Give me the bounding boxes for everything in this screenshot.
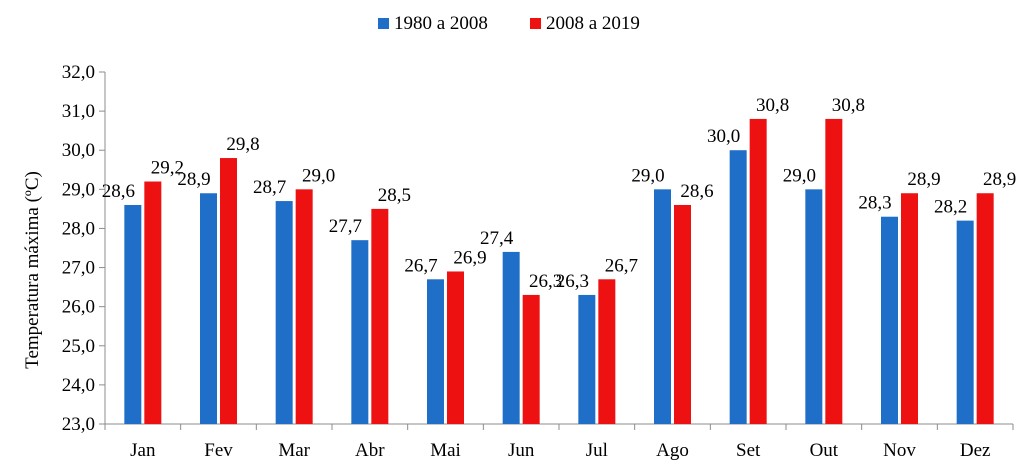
y-tick-label: 32,0 [62, 62, 95, 83]
y-tick-label: 26,0 [62, 297, 95, 318]
x-tick-label: Jul [586, 440, 608, 461]
bar-series1 [881, 216, 898, 424]
bar-series2 [749, 118, 767, 424]
x-tick-label: Abr [355, 440, 385, 461]
bar-series1 [427, 279, 444, 424]
bar-series2 [825, 118, 843, 424]
x-axis: Jan Fev Mar Abr Mai Jun Jul Ago Set Out Nov Dez [104, 423, 1014, 461]
data-label: 28,7 [253, 177, 286, 198]
data-label: 28,3 [858, 193, 891, 214]
bar-series1 [578, 294, 596, 424]
data-label: 29,0 [631, 165, 664, 186]
data-label: 29,8 [226, 134, 259, 155]
data-label: 28,9 [907, 169, 940, 190]
bar-series2 [522, 294, 540, 424]
bar-series1 [654, 189, 671, 424]
data-label: 28,5 [378, 185, 411, 206]
legend-swatch-2 [530, 18, 541, 29]
bar-series1 [956, 220, 974, 424]
data-label: 26,3 [556, 271, 589, 292]
y-tick-label: 31,0 [62, 101, 95, 122]
data-label: 29,0 [783, 165, 816, 186]
bar-series2 [220, 158, 237, 425]
data-label: 30,0 [707, 126, 740, 147]
y-tick-label: 28,0 [62, 218, 95, 239]
bar-series2 [371, 208, 389, 424]
data-label: 26,9 [453, 247, 486, 268]
legend-label-2: 2008 a 2019 [546, 13, 640, 34]
bar-series1 [805, 189, 823, 424]
bar-series2 [901, 193, 918, 424]
data-label: 28,6 [680, 181, 713, 202]
data-label: 28,9 [983, 169, 1016, 190]
y-tick-label: 27,0 [62, 258, 95, 279]
y-tick-label: 25,0 [62, 336, 95, 357]
bar-series2 [598, 279, 616, 424]
y-axis: 23,0 24,0 25,0 26,0 27,0 28,0 29,0 30,0 31,0 32,0 [62, 62, 106, 435]
y-tick-label: 29,0 [62, 179, 95, 200]
bar-series2 [674, 204, 691, 424]
data-label: 26,3 [529, 271, 562, 292]
data-label: 29,2 [151, 158, 184, 179]
bar-series1 [502, 251, 520, 424]
data-label: 27,4 [480, 228, 514, 249]
legend: 1980 a 2008 2008 a 2019 [378, 13, 640, 34]
data-label: 28,2 [934, 197, 967, 218]
data-labels: 28,629,228,929,828,729,027,728,526,7 26,9… [102, 95, 1017, 292]
data-label: 28,6 [102, 181, 135, 202]
bar-series1 [729, 150, 747, 424]
x-tick-label: Jan [130, 440, 156, 461]
y-tick-label: 24,0 [62, 375, 95, 396]
bar-series2 [447, 271, 464, 424]
x-tick-label: Out [810, 440, 839, 461]
y-tick-label: 23,0 [62, 414, 95, 435]
x-tick-label: Nov [883, 440, 916, 461]
legend-swatch-1 [378, 18, 389, 29]
data-label: 28,9 [177, 169, 210, 190]
data-label: 27,7 [329, 216, 362, 237]
x-tick-label: Mar [278, 440, 310, 461]
x-tick-label: Set [736, 440, 761, 461]
y-tick-label: 30,0 [62, 140, 95, 161]
data-label: 30,8 [832, 95, 865, 116]
bars [124, 118, 994, 425]
bar-series1 [275, 201, 293, 424]
bar-series2 [144, 181, 162, 424]
bar-series2 [295, 189, 313, 424]
x-tick-label: Jun [508, 440, 535, 461]
x-tick-label: Dez [960, 440, 991, 461]
bar-series2 [976, 193, 994, 424]
data-label: 29,0 [302, 165, 335, 186]
bar-series1 [351, 240, 369, 424]
y-axis-title: Temperatura máxima (ºC) [22, 171, 43, 369]
legend-label-1: 1980 a 2008 [394, 13, 488, 34]
data-label: 30,8 [756, 95, 789, 116]
x-tick-label: Mai [430, 440, 461, 461]
data-label: 26,7 [605, 255, 638, 276]
x-tick-label: Ago [656, 440, 689, 461]
data-label: 26,7 [404, 255, 437, 276]
bar-series1 [200, 193, 217, 424]
x-tick-label: Fev [204, 440, 233, 461]
bar-series1 [124, 204, 142, 424]
